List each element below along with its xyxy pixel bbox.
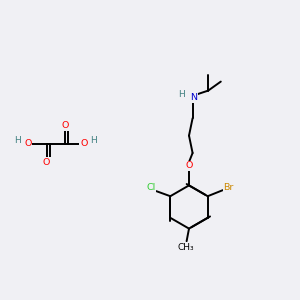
Text: O: O	[24, 140, 32, 148]
Text: H: H	[15, 136, 21, 145]
Text: O: O	[61, 121, 69, 130]
Text: O: O	[185, 161, 193, 170]
Text: H: H	[90, 136, 97, 145]
Text: N: N	[190, 93, 198, 102]
Text: O: O	[80, 140, 87, 148]
Text: CH₃: CH₃	[178, 243, 194, 252]
Text: Br: Br	[224, 183, 234, 192]
Text: H: H	[178, 90, 184, 99]
Text: O: O	[43, 158, 50, 167]
Text: Cl: Cl	[146, 183, 155, 192]
